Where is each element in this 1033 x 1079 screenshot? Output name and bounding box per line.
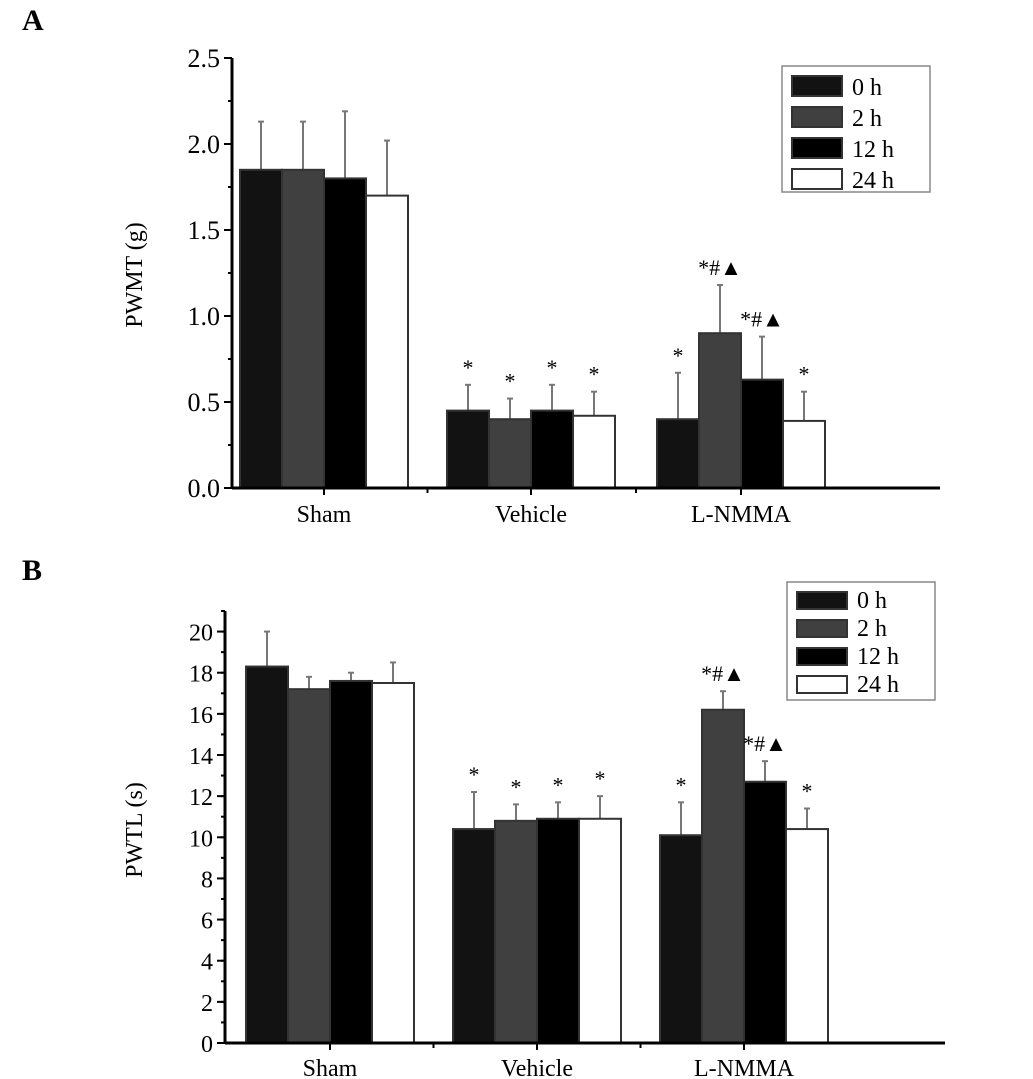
significance-marker: *#▲: [743, 731, 787, 756]
significance-marker: *: [511, 774, 522, 799]
x-tick-label: Vehicle: [495, 502, 567, 528]
significance-marker: *: [676, 772, 687, 797]
y-tick-label: 8: [201, 867, 213, 893]
bar-L-NMMA-24h: [785, 828, 829, 1044]
bar-L-NMMA-0h: [659, 834, 703, 1044]
legend-swatch: [796, 619, 848, 638]
bar-L-NMMA-12h: [740, 378, 784, 490]
significance-marker: *: [463, 355, 474, 380]
significance-marker: *: [673, 343, 684, 368]
y-tick-label: 2.5: [188, 44, 221, 73]
bar-Vehicle-24h: [578, 817, 622, 1044]
y-axis-label: PWTL (s): [122, 782, 148, 878]
x-tick-label: L-NMMA: [694, 1056, 795, 1079]
y-tick-label: 0: [201, 1032, 213, 1058]
bar-Sham-2h: [287, 688, 331, 1045]
significance-marker: *: [547, 355, 558, 380]
panel-label: A: [22, 4, 44, 37]
significance-marker: *: [505, 369, 516, 394]
legend-swatch: [791, 106, 843, 128]
bar-L-NMMA-12h: [743, 780, 787, 1044]
bar-Sham-0h: [239, 168, 283, 490]
significance-marker: *: [469, 762, 480, 787]
legend-label: 24 h: [857, 672, 899, 698]
y-tick-label: 2.0: [188, 130, 221, 159]
y-tick-label: 2: [201, 991, 213, 1017]
y-tick-label: 16: [189, 703, 213, 729]
bar-L-NMMA-0h: [656, 418, 700, 490]
y-tick-label: 0.0: [188, 474, 221, 503]
legend-label: 0 h: [852, 75, 882, 101]
bar-Vehicle-0h: [452, 828, 496, 1044]
legend: 0 h2 h12 h24 h: [786, 581, 936, 701]
legend-label: 12 h: [852, 137, 894, 163]
bar-L-NMMA-2h: [698, 332, 742, 490]
legend-swatch: [791, 168, 843, 190]
bar-Vehicle-12h: [536, 817, 580, 1044]
legend-label: 0 h: [857, 588, 887, 614]
y-tick-label: 4: [201, 950, 213, 976]
chart-panel-A: A * * * *#▲ * *#▲ * * 0.0 0.5 1.0 1.5 2.0 2.5 Sham Vehic…: [22, 4, 940, 528]
x-tick-label: Sham: [303, 1056, 358, 1079]
y-tick-label: 14: [189, 744, 213, 770]
significance-marker: *#▲: [698, 255, 742, 280]
chart-panel-B: B * * * *#▲ * *#▲ * * 0 2 4 6 8 10 12 14 16 18 20 Sham Vehicl…: [22, 554, 945, 1079]
legend-swatch: [796, 675, 848, 694]
legend-label: 2 h: [852, 106, 882, 132]
y-tick-label: 6: [201, 909, 213, 935]
bar-Sham-24h: [365, 194, 409, 489]
panel-label: B: [22, 554, 42, 587]
bar-L-NMMA-24h: [782, 419, 826, 490]
x-tick-label: Vehicle: [501, 1056, 573, 1079]
legend-swatch: [791, 75, 843, 97]
legend-label: 2 h: [857, 616, 887, 642]
y-tick-label: 20: [189, 621, 213, 647]
bar-Vehicle-2h: [488, 418, 532, 490]
bar-L-NMMA-2h: [701, 708, 745, 1044]
y-axis-label: PWMT (g): [122, 222, 148, 328]
y-tick-label: 12: [189, 785, 213, 811]
bar-Sham-0h: [245, 665, 289, 1044]
significance-marker: *#▲: [701, 661, 745, 686]
significance-marker: *#▲: [740, 307, 784, 332]
y-tick-label: 1.5: [188, 216, 221, 245]
x-tick-label: L-NMMA: [691, 502, 792, 528]
y-tick-label: 1.0: [188, 302, 221, 331]
bar-Sham-2h: [281, 168, 325, 490]
y-tick-label: 10: [189, 826, 213, 852]
legend-label: 24 h: [852, 168, 894, 194]
x-tick-label: Sham: [297, 502, 352, 528]
significance-marker: *: [589, 362, 600, 387]
bar-Sham-12h: [329, 679, 373, 1044]
bar-Sham-12h: [323, 177, 367, 489]
legend-label: 12 h: [857, 644, 899, 670]
bar-Vehicle-12h: [530, 409, 574, 490]
bar-Vehicle-0h: [446, 409, 490, 490]
significance-marker: *: [802, 778, 813, 803]
legend: 0 h 2 h 12 h 24 h: [781, 65, 931, 194]
legend-swatch: [796, 647, 848, 666]
legend-swatch: [796, 591, 848, 610]
significance-marker: *: [595, 766, 606, 791]
y-tick-label: 0.5: [188, 388, 221, 417]
bar-Vehicle-24h: [572, 414, 616, 490]
y-tick-label: 18: [189, 662, 213, 688]
significance-marker: *: [799, 362, 810, 387]
bar-Sham-24h: [371, 682, 415, 1044]
significance-marker: *: [553, 772, 564, 797]
bar-Vehicle-2h: [494, 819, 538, 1044]
legend-swatch: [791, 137, 843, 159]
